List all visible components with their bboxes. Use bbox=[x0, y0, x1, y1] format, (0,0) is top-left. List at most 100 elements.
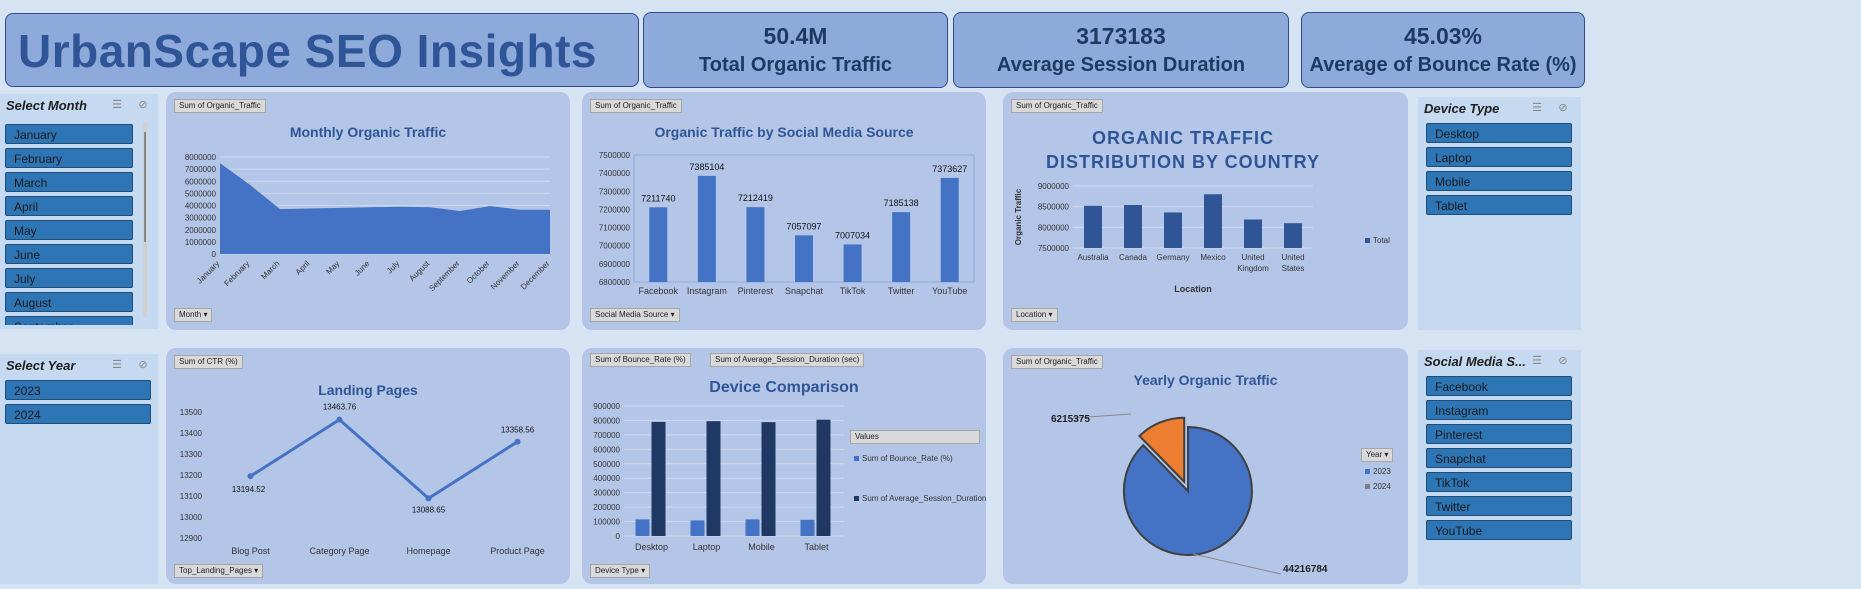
bar bbox=[706, 421, 721, 536]
y-tick-label: 600000 bbox=[593, 445, 620, 454]
slicer-item-june[interactable]: June bbox=[5, 244, 133, 264]
field-button[interactable]: Sum of CTR (%) bbox=[174, 355, 243, 369]
slicer-item-snapchat[interactable]: Snapchat bbox=[1426, 448, 1572, 468]
axis-field-button[interactable]: Month ▾ bbox=[174, 308, 213, 322]
x-tick-label: Blog Post bbox=[231, 546, 270, 556]
legend-swatch bbox=[854, 496, 859, 501]
y-tick-label: 13300 bbox=[180, 450, 203, 459]
axis-field-button[interactable]: Top_Landing_Pages ▾ bbox=[174, 564, 264, 578]
axis-field-button[interactable]: Location ▾ bbox=[1011, 308, 1058, 322]
slicer-item-desktop[interactable]: Desktop bbox=[1426, 123, 1572, 143]
slicer-item-tablet[interactable]: Tablet bbox=[1426, 195, 1572, 215]
kpi-label: Average of Bounce Rate (%) bbox=[1309, 54, 1577, 76]
y-tick-label: 8000000 bbox=[185, 153, 217, 162]
y-tick-label: 300000 bbox=[593, 489, 620, 498]
kpi-value: 3173183 bbox=[1076, 23, 1166, 49]
y-tick-label: 7000000 bbox=[599, 242, 631, 251]
slicer-item-facebook[interactable]: Facebook bbox=[1426, 376, 1572, 396]
y-tick-label: 7000000 bbox=[185, 165, 217, 174]
slicer-item-april[interactable]: April bbox=[5, 196, 133, 216]
slicer-item-september[interactable]: September bbox=[5, 316, 133, 325]
bar bbox=[1284, 223, 1302, 248]
bar bbox=[1164, 212, 1182, 248]
x-tick-label: September bbox=[427, 259, 461, 293]
axis-field-button[interactable]: Device Type ▾ bbox=[590, 564, 651, 578]
field-button[interactable]: Sum of Organic_Traffic bbox=[174, 99, 266, 113]
slicer-item-pinterest[interactable]: Pinterest bbox=[1426, 424, 1572, 444]
legend-title-button[interactable]: Year ▾ bbox=[1361, 448, 1394, 462]
x-tick-label: March bbox=[259, 259, 281, 281]
leader-line bbox=[1192, 553, 1282, 575]
pie-slice bbox=[1138, 416, 1186, 485]
slicer-item-2024[interactable]: 2024 bbox=[5, 404, 151, 424]
y-tick-label: 6000000 bbox=[185, 177, 217, 186]
field-button[interactable]: Sum of Organic_Traffic bbox=[590, 99, 682, 113]
x-tick-label: Category Page bbox=[309, 546, 369, 556]
field-button[interactable]: Sum of Bounce_Rate (%) bbox=[590, 353, 691, 367]
legend-label: 2024 bbox=[1373, 482, 1391, 491]
title-banner: UrbanScape SEO Insights bbox=[5, 13, 639, 87]
scrollbar-thumb[interactable] bbox=[144, 132, 146, 242]
x-tick-label: Homepage bbox=[406, 546, 450, 556]
chart-title: Landing Pages bbox=[318, 382, 418, 398]
y-tick-label: 1000000 bbox=[185, 238, 217, 247]
multiselect-icon[interactable]: ☰ bbox=[112, 99, 122, 111]
device-comparison-panel: Sum of Bounce_Rate (%) Sum of Average_Se… bbox=[582, 348, 986, 584]
monthly-traffic-chart: 8000000 7000000 6000000 5000000 4000000 30000… bbox=[185, 153, 552, 293]
social-slicer-list: Facebook Instagram Pinterest Snapchat Ti… bbox=[1426, 372, 1572, 540]
bar bbox=[816, 419, 831, 536]
field-button[interactable]: Sum of Average_Session_Duration (sec) bbox=[710, 353, 865, 367]
leader-line bbox=[1072, 413, 1132, 419]
slicer-item-youtube[interactable]: YouTube bbox=[1426, 520, 1572, 540]
x-tick-label: June bbox=[353, 259, 372, 278]
chart-title: Yearly Organic Traffic bbox=[1133, 372, 1278, 388]
clear-filter-icon[interactable]: ⊘ bbox=[138, 99, 148, 111]
y-tick-label: 0 bbox=[212, 250, 217, 259]
month-slicer-title: Select Month bbox=[6, 98, 87, 113]
year-slicer-header: Select Year ☰ ⊘ bbox=[0, 354, 158, 378]
slicer-item-tiktok[interactable]: TikTok bbox=[1426, 472, 1572, 492]
kpi-value: 50.4M bbox=[763, 23, 828, 49]
bar bbox=[761, 422, 776, 536]
bar bbox=[651, 421, 666, 536]
data-label: 7385104 bbox=[689, 162, 724, 172]
field-button[interactable]: Sum of Organic_Traffic bbox=[1011, 355, 1103, 369]
axis-field-button[interactable]: Social Media Source ▾ bbox=[590, 308, 680, 322]
slicer-item-march[interactable]: March bbox=[5, 172, 133, 192]
slicer-item-february[interactable]: February bbox=[5, 148, 133, 168]
slicer-item-july[interactable]: July bbox=[5, 268, 133, 288]
social-source-panel: Sum of Organic_Traffic Organic Traffic b… bbox=[582, 92, 986, 330]
multiselect-icon[interactable]: ☰ bbox=[1532, 102, 1542, 114]
slicer-item-may[interactable]: May bbox=[5, 220, 133, 240]
y-tick-label: 13400 bbox=[180, 429, 203, 438]
x-tick-label: February bbox=[222, 259, 251, 288]
multiselect-icon[interactable]: ☰ bbox=[1532, 355, 1542, 367]
month-slicer-scrollbar[interactable] bbox=[143, 122, 147, 317]
bar bbox=[892, 212, 911, 282]
slicer-item-august[interactable]: August bbox=[5, 292, 133, 312]
field-button[interactable]: Sum of Organic_Traffic bbox=[1011, 99, 1103, 113]
slicer-item-mobile[interactable]: Mobile bbox=[1426, 171, 1572, 191]
device-slicer-list: Desktop Laptop Mobile Tablet bbox=[1426, 119, 1572, 215]
slicer-item-january[interactable]: January bbox=[5, 124, 133, 144]
bar bbox=[1204, 194, 1222, 248]
clear-filter-icon[interactable]: ⊘ bbox=[138, 359, 148, 371]
y-tick-label: 4000000 bbox=[185, 202, 217, 211]
legend-title-button[interactable]: Values bbox=[850, 430, 980, 444]
y-tick-label: 7500000 bbox=[599, 151, 631, 160]
slicer-item-twitter[interactable]: Twitter bbox=[1426, 496, 1572, 516]
slicer-item-2023[interactable]: 2023 bbox=[5, 380, 151, 400]
data-point bbox=[514, 438, 521, 445]
slicer-item-laptop[interactable]: Laptop bbox=[1426, 147, 1572, 167]
clear-filter-icon[interactable]: ⊘ bbox=[1558, 355, 1568, 367]
clear-filter-icon[interactable]: ⊘ bbox=[1558, 102, 1568, 114]
axis-field-label: Device Type bbox=[595, 566, 639, 575]
slicer-item-instagram[interactable]: Instagram bbox=[1426, 400, 1572, 420]
multiselect-icon[interactable]: ☰ bbox=[112, 359, 122, 371]
data-label: 13463.76 bbox=[323, 403, 357, 412]
y-tick-label: 6800000 bbox=[599, 278, 631, 287]
axis-field-label: Month bbox=[179, 310, 202, 319]
y-tick-label: 8000000 bbox=[1038, 223, 1070, 232]
chart-title: Device Comparison bbox=[709, 379, 859, 396]
bar bbox=[690, 520, 705, 536]
